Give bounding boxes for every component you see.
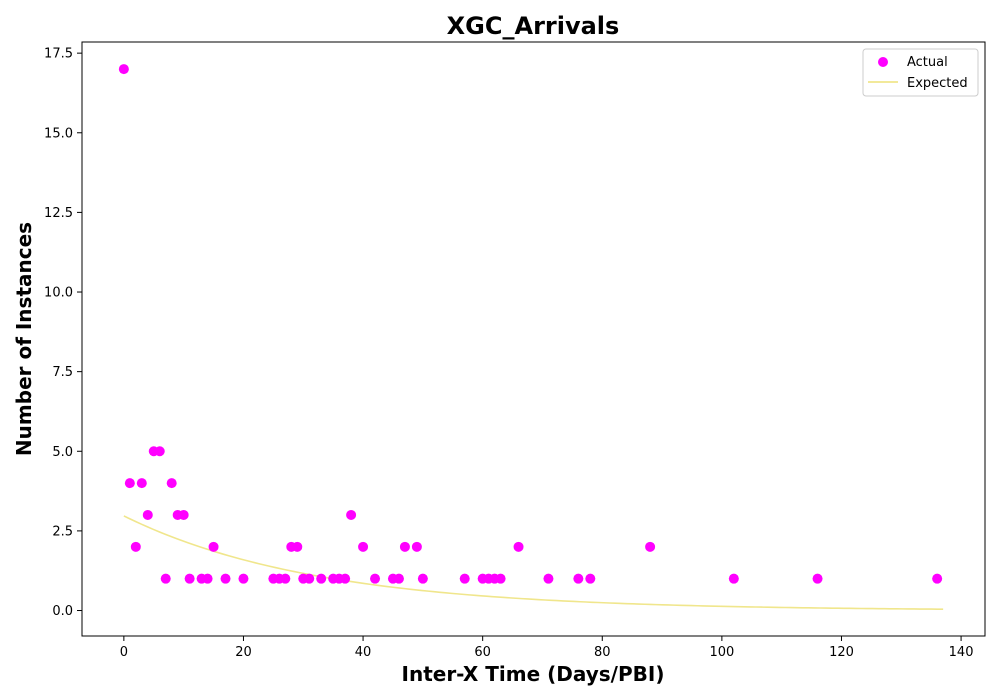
data-point [292, 541, 303, 552]
data-point [495, 573, 506, 584]
data-point [513, 541, 524, 552]
data-point [340, 573, 351, 584]
y-tick-label: 10.0 [44, 286, 73, 301]
legend-marker-actual [878, 57, 888, 67]
y-tick-label: 17.5 [44, 47, 73, 62]
chart-title: XGC_Arrivals [447, 12, 620, 40]
x-tick-label: 140 [949, 645, 974, 660]
expected-curve [123, 515, 944, 610]
data-point [166, 478, 177, 489]
expected-series [123, 515, 944, 610]
y-tick-label: 2.5 [52, 524, 73, 539]
data-point [932, 573, 943, 584]
data-point [459, 573, 470, 584]
data-point [728, 573, 739, 584]
legend: Actual Expected [862, 48, 979, 97]
x-axis-ticks: 0 20 40 60 80 100 120 140 [120, 636, 974, 660]
y-tick-label: 15.0 [44, 126, 73, 141]
data-point [573, 573, 584, 584]
data-point [411, 541, 422, 552]
data-point [585, 573, 596, 584]
data-point [812, 573, 823, 584]
y-tick-label: 5.0 [52, 445, 73, 460]
y-tick-label: 12.5 [44, 206, 73, 221]
legend-box [862, 48, 979, 97]
data-point [154, 446, 165, 457]
y-tick-label: 7.5 [52, 365, 73, 380]
data-point [399, 541, 410, 552]
data-point [280, 573, 291, 584]
x-tick-label: 60 [474, 645, 491, 660]
actual-series [118, 64, 943, 584]
data-point [645, 541, 656, 552]
x-tick-label: 80 [594, 645, 611, 660]
data-point [393, 573, 404, 584]
data-point [220, 573, 231, 584]
data-point [160, 573, 171, 584]
data-point [304, 573, 315, 584]
data-point [316, 573, 327, 584]
data-point [238, 573, 249, 584]
data-point [130, 541, 141, 552]
data-point [118, 64, 129, 75]
x-tick-label: 20 [235, 645, 252, 660]
legend-label-expected: Expected [907, 76, 968, 91]
data-point [202, 573, 213, 584]
data-point [358, 541, 369, 552]
x-tick-label: 100 [709, 645, 734, 660]
x-tick-label: 40 [355, 645, 372, 660]
x-tick-label: 120 [829, 645, 854, 660]
x-axis-label: Inter-X Time (Days/PBI) [402, 662, 665, 686]
data-point [417, 573, 428, 584]
x-tick-label: 0 [120, 645, 128, 660]
data-point [136, 478, 147, 489]
data-point [178, 509, 189, 520]
data-point [142, 509, 153, 520]
y-tick-label: 0.0 [52, 604, 73, 619]
legend-label-actual: Actual [907, 55, 948, 70]
data-point [543, 573, 554, 584]
plot-frame [81, 41, 986, 637]
data-point [124, 478, 135, 489]
y-axis-label: Number of Instances [12, 222, 36, 456]
plot-area [82, 42, 985, 636]
data-point [184, 573, 195, 584]
data-point [208, 541, 219, 552]
data-point [370, 573, 381, 584]
data-point [346, 509, 357, 520]
y-axis-ticks: 0.0 2.5 5.0 7.5 10.0 12.5 15.0 17.5 [44, 47, 82, 619]
